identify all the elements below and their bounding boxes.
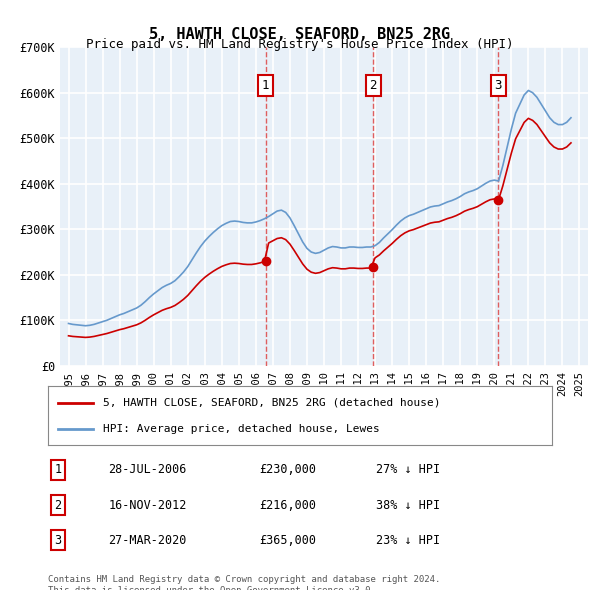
Text: 16-NOV-2012: 16-NOV-2012: [109, 499, 187, 512]
Text: 3: 3: [494, 79, 502, 92]
Text: 1: 1: [262, 79, 269, 92]
Text: 2: 2: [370, 79, 377, 92]
Text: 23% ↓ HPI: 23% ↓ HPI: [376, 533, 440, 547]
Text: 27-MAR-2020: 27-MAR-2020: [109, 533, 187, 547]
Text: 5, HAWTH CLOSE, SEAFORD, BN25 2RG: 5, HAWTH CLOSE, SEAFORD, BN25 2RG: [149, 27, 451, 41]
Text: 28-JUL-2006: 28-JUL-2006: [109, 463, 187, 477]
Text: Price paid vs. HM Land Registry's House Price Index (HPI): Price paid vs. HM Land Registry's House …: [86, 38, 514, 51]
Text: £365,000: £365,000: [260, 533, 317, 547]
Text: £216,000: £216,000: [260, 499, 317, 512]
Text: 38% ↓ HPI: 38% ↓ HPI: [376, 499, 440, 512]
Text: 2: 2: [55, 499, 62, 512]
Text: 5, HAWTH CLOSE, SEAFORD, BN25 2RG (detached house): 5, HAWTH CLOSE, SEAFORD, BN25 2RG (detac…: [103, 398, 441, 408]
Text: 27% ↓ HPI: 27% ↓ HPI: [376, 463, 440, 477]
Text: £230,000: £230,000: [260, 463, 317, 477]
Text: HPI: Average price, detached house, Lewes: HPI: Average price, detached house, Lewe…: [103, 424, 380, 434]
Text: Contains HM Land Registry data © Crown copyright and database right 2024.
This d: Contains HM Land Registry data © Crown c…: [48, 575, 440, 590]
Text: 3: 3: [55, 533, 62, 547]
Text: 1: 1: [55, 463, 62, 477]
